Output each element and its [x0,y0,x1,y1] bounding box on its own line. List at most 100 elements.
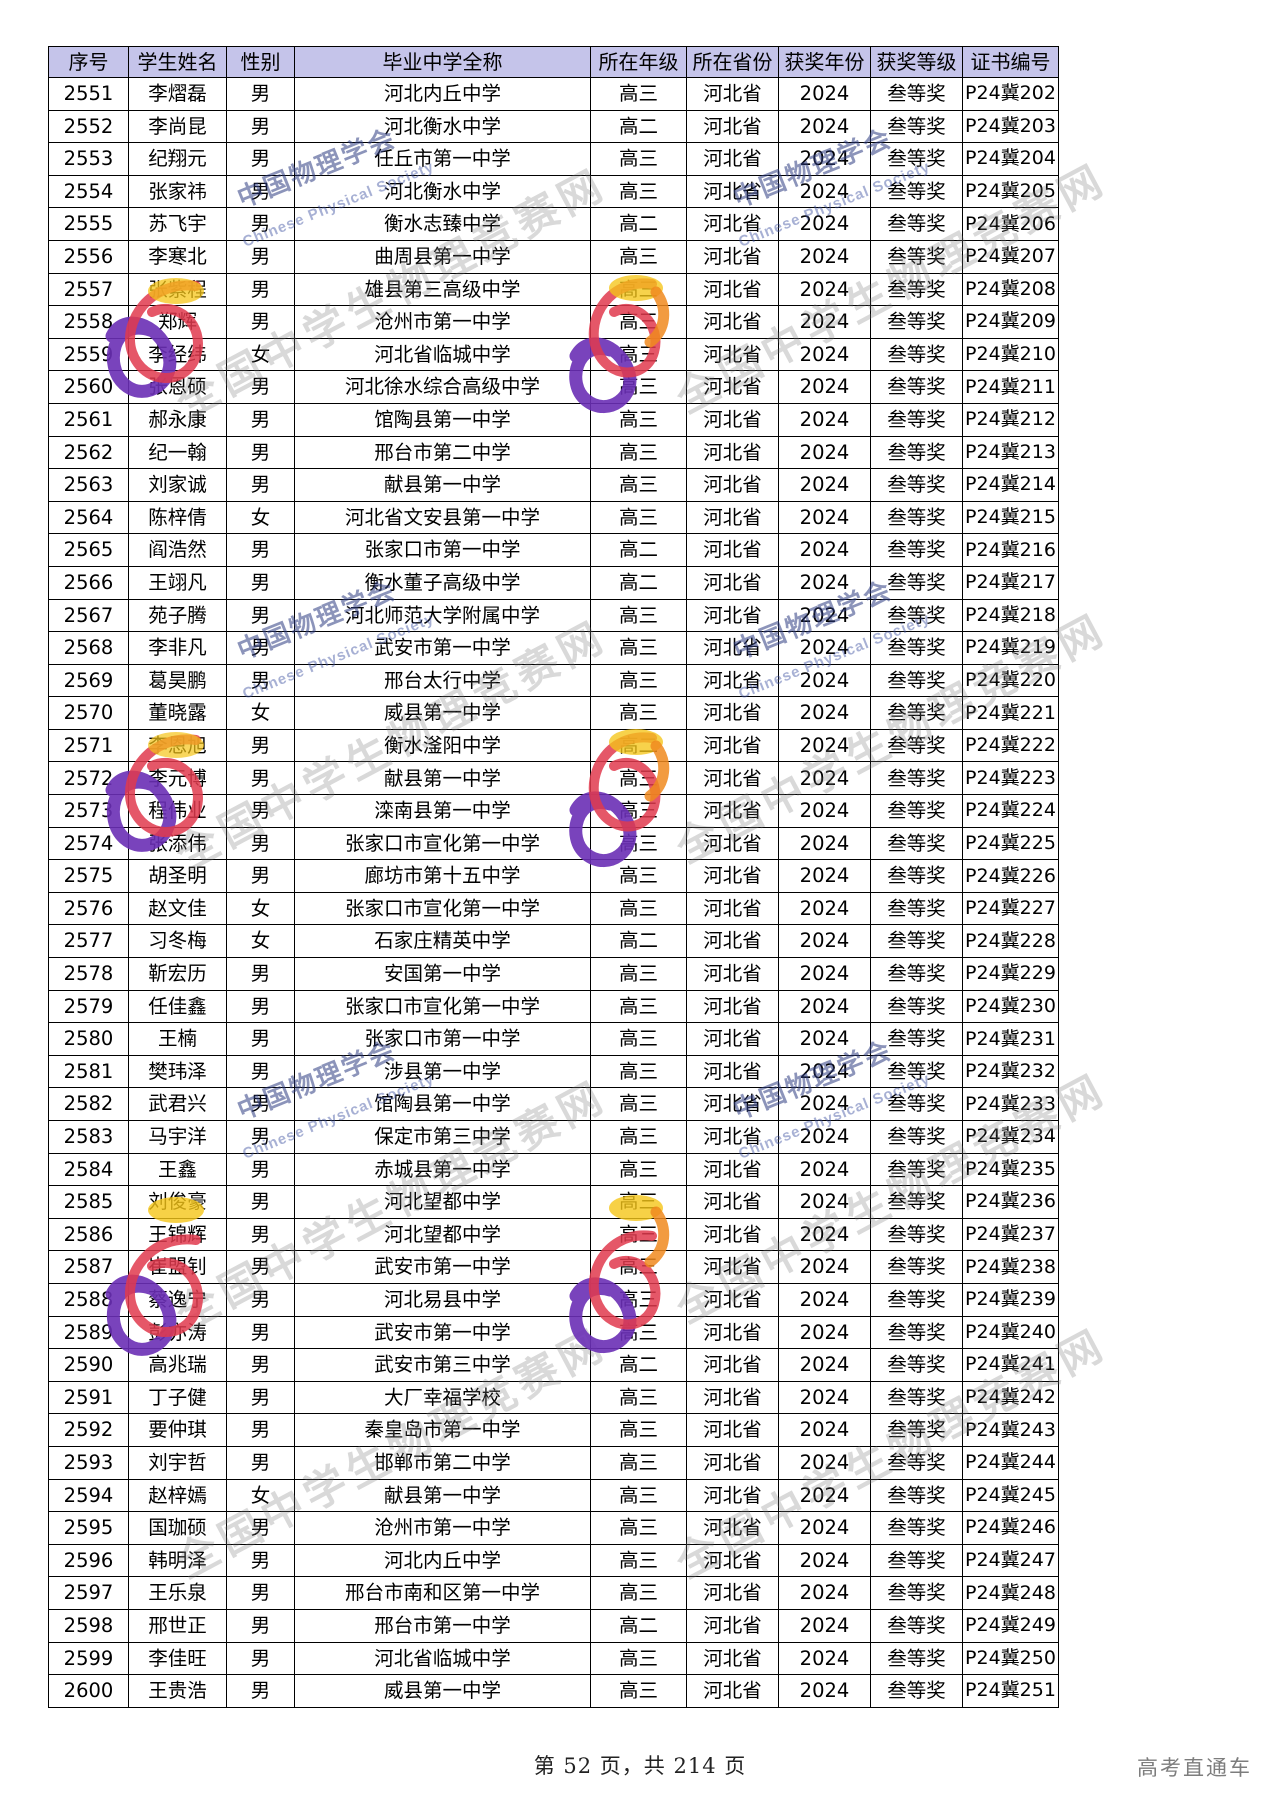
cell-year: 2024 [778,1674,871,1708]
cell-cert: P24冀204 [962,142,1059,176]
cell-prov: 河北省 [686,435,779,470]
cell-seq: 2593 [48,1445,129,1480]
cell-year: 2024 [778,728,871,763]
cell-year: 2024 [778,402,871,437]
cell-year: 2024 [778,1413,871,1447]
table-header-row: 序号 学生姓名 性别 毕业中学全称 所在年级 所在省份 获奖年份 获奖等级 证书… [48,46,1059,78]
cell-grade: 高三 [590,663,687,698]
table-row: 2571 李恩旭男衡水滏阳中学 高二 河北省 2024 叁等奖 P24冀222 [48,728,1059,763]
cell-year: 2024 [778,1152,871,1187]
cell-name: 王贵浩 [128,1674,227,1708]
cell-name: 张恩硕 [128,370,227,404]
column-header-province: 所在省份 [686,46,779,78]
cell-level: 叁等奖 [870,1478,963,1513]
cell-level: 叁等奖 [870,761,963,796]
cell-school: 雄县第三高级中学 [294,272,591,307]
cell-level: 叁等奖 [870,957,963,991]
cell-seq: 2594 [48,1478,129,1513]
cell-grade: 高三 [590,631,687,665]
cell-gender: 男 [226,468,295,502]
cell-seq: 2592 [48,1413,129,1447]
table-row: 2572 李元博男献县第一中学 高三 河北省 2024 叁等奖 P24冀223 [48,761,1059,796]
table-row: 2568 李非凡男武安市第一中学 高三 河北省 2024 叁等奖 P24冀219 [48,631,1059,665]
cell-cert: P24冀215 [962,500,1059,535]
cell-seq: 2554 [48,174,129,209]
cell-level: 叁等奖 [870,435,963,470]
cell-prov: 河北省 [686,794,779,828]
cell-name: 武君兴 [128,1087,227,1121]
cell-seq: 2580 [48,1022,129,1056]
cell-gender: 男 [226,272,295,307]
table-row: 2600 王贵浩男威县第一中学 高三 河北省 2024 叁等奖 P24冀251 [48,1674,1059,1708]
table-row: 2579 任佳鑫男张家口市宣化第一中学 高三 河北省 2024 叁等奖 P24冀230 [48,989,1059,1024]
table-row: 2574 张添伟男张家口市宣化第一中学 高三 河北省 2024 叁等奖 P24冀225 [48,826,1059,861]
cell-school: 张家口市第一中学 [294,1022,591,1056]
cell-seq: 2577 [48,924,129,959]
cell-cert: P24冀210 [962,337,1059,372]
cell-level: 叁等奖 [870,1348,963,1382]
table-row: 2596 韩明泽男河北内丘中学 高三 河北省 2024 叁等奖 P24冀247 [48,1543,1059,1578]
cell-grade: 高二 [590,565,687,600]
table-row: 2561 郝永康男馆陶县第一中学 高三 河北省 2024 叁等奖 P24冀212 [48,402,1059,437]
cell-year: 2024 [778,1543,871,1578]
cell-school: 武安市第三中学 [294,1348,591,1382]
cell-gender: 男 [226,1315,295,1350]
cell-grade: 高三 [590,598,687,633]
cell-grade: 高三 [590,761,687,796]
cell-cert: P24冀224 [962,794,1059,828]
table-row: 2562 纪一翰男邢台市第二中学 高三 河北省 2024 叁等奖 P24冀213 [48,435,1059,470]
cell-gender: 男 [226,728,295,763]
cell-cert: P24冀232 [962,1054,1059,1089]
cell-cert: P24冀209 [962,305,1059,339]
cell-name: 王翊凡 [128,565,227,600]
cell-seq: 2573 [48,794,129,828]
cell-prov: 河北省 [686,370,779,404]
cell-level: 叁等奖 [870,468,963,502]
table-row: 2566 王翊凡男衡水董子高级中学 高二 河北省 2024 叁等奖 P24冀217 [48,565,1059,600]
cell-level: 叁等奖 [870,989,963,1024]
column-header-gender: 性别 [226,46,295,78]
cell-name: 张紫程 [128,272,227,307]
cell-level: 叁等奖 [870,663,963,698]
cell-cert: P24冀227 [962,891,1059,926]
cell-seq: 2568 [48,631,129,665]
cell-level: 叁等奖 [870,207,963,241]
cell-seq: 2571 [48,728,129,763]
cell-seq: 2581 [48,1054,129,1089]
cell-cert: P24冀242 [962,1380,1059,1415]
cell-seq: 2583 [48,1120,129,1154]
column-header-cert: 证书编号 [962,46,1059,78]
cell-seq: 2556 [48,239,129,274]
cell-cert: P24冀222 [962,728,1059,763]
cell-seq: 2600 [48,1674,129,1708]
cell-school: 张家口市第一中学 [294,533,591,567]
cell-grade: 高二 [590,1608,687,1643]
cell-level: 叁等奖 [870,174,963,209]
cell-prov: 河北省 [686,1348,779,1382]
cell-prov: 河北省 [686,1282,779,1317]
cell-name: 樊玮泽 [128,1054,227,1089]
award-table: 序号 学生姓名 性别 毕业中学全称 所在年级 所在省份 获奖年份 获奖等级 证书… [48,46,1059,1708]
cell-cert: P24冀218 [962,598,1059,633]
cell-gender: 男 [226,370,295,404]
cell-cert: P24冀234 [962,1120,1059,1154]
cell-seq: 2572 [48,761,129,796]
cell-level: 叁等奖 [870,696,963,730]
cell-name: 赵文佳 [128,891,227,926]
table-row: 2590 高兆瑞男武安市第三中学 高二 河北省 2024 叁等奖 P24冀241 [48,1348,1059,1382]
cell-name: 郝永康 [128,402,227,437]
cell-gender: 男 [226,1543,295,1578]
cell-level: 叁等奖 [870,859,963,893]
cell-prov: 河北省 [686,989,779,1024]
cell-grade: 高二 [590,207,687,241]
cell-seq: 2596 [48,1543,129,1578]
cell-level: 叁等奖 [870,728,963,763]
cell-grade: 高三 [590,1282,687,1317]
table-row: 2586 王锦辉男河北望都中学 高三 河北省 2024 叁等奖 P24冀237 [48,1217,1059,1252]
column-header-name: 学生姓名 [128,46,227,78]
cell-year: 2024 [778,1511,871,1545]
cell-level: 叁等奖 [870,239,963,274]
cell-year: 2024 [778,1217,871,1252]
cell-seq: 2598 [48,1608,129,1643]
cell-year: 2024 [778,794,871,828]
